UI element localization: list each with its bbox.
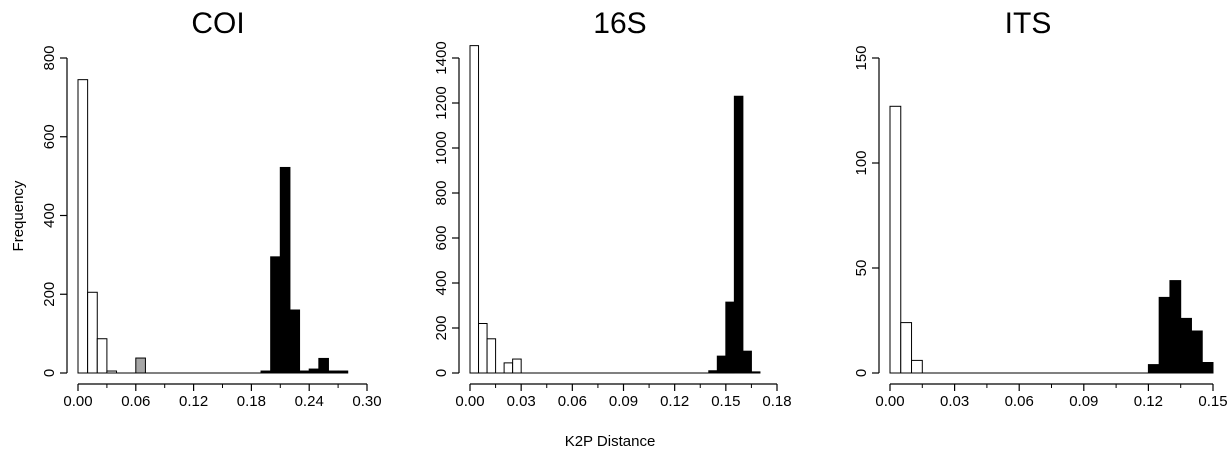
coi-bar-2-20	[270, 256, 281, 374]
16s-y-tick-label-2: 400	[433, 270, 450, 295]
its-x-tick-label-0: 0.00	[875, 393, 904, 410]
coi-bar-0-0	[77, 79, 89, 374]
coi-y-tick-label-4: 800	[41, 45, 58, 70]
16s-x-tick-label-1: 0.03	[507, 393, 536, 410]
coi-x-tick-label-3: 0.18	[237, 393, 266, 410]
coi-bar-2-22	[289, 309, 301, 374]
16s-y-tick-label-7: 1400	[433, 41, 450, 74]
16s-y-tick-label-0: 0	[433, 369, 450, 377]
16s-x-tick-label-5: 0.15	[711, 393, 740, 410]
its-bar-1-26	[1169, 280, 1182, 374]
its-x-tick-label-5: 0.15	[1198, 393, 1227, 410]
its-y-tick-label-2: 100	[853, 150, 870, 175]
16s-y-tick-label-5: 1000	[433, 131, 450, 164]
coi-bar-0-2	[96, 338, 108, 374]
its-x-tick-label-3: 0.09	[1069, 393, 1098, 410]
its-x-tick-label-1: 0.03	[940, 393, 969, 410]
16s-title: 16S	[593, 7, 646, 40]
coi-x-tick-label-4: 0.24	[295, 393, 324, 410]
coi-y-tick-label-1: 200	[41, 282, 58, 307]
its-y-tick-label-1: 50	[853, 260, 870, 277]
its-bar-0-0	[889, 105, 902, 374]
coi-bar-0-1	[87, 291, 98, 374]
coi-x-tick-label-2: 0.12	[179, 393, 208, 410]
its-bar-1-27	[1180, 317, 1192, 374]
16s-bar-1-30	[725, 301, 735, 374]
its-y-tick-label-0: 0	[853, 369, 870, 377]
its-bar-1-25	[1158, 296, 1171, 374]
its-title: ITS	[1005, 7, 1052, 40]
16s-y-tick-label-1: 200	[433, 315, 450, 340]
16s-y-tick-label-4: 800	[433, 180, 450, 205]
16s-y-tick-label-6: 1200	[433, 86, 450, 119]
16s-bar-0-0	[469, 45, 480, 374]
16s-bar-1-29	[716, 355, 727, 374]
coi-y-tick-label-0: 0	[41, 369, 58, 377]
x-axis-label: K2P Distance	[565, 433, 656, 450]
its-bar-0-2	[911, 359, 923, 374]
16s-x-tick-label-4: 0.12	[660, 393, 689, 410]
its-bar-0-1	[900, 322, 913, 374]
coi-x-tick-label-5: 0.30	[352, 393, 381, 410]
coi-bar-2-25	[318, 357, 329, 374]
its-x-tick-label-2: 0.06	[1005, 393, 1034, 410]
coi-bar-1-6	[135, 357, 146, 374]
its-bar-1-28	[1190, 330, 1203, 374]
coi-x-tick-label-0: 0.00	[63, 393, 92, 410]
16s-bar-1-32	[742, 350, 752, 374]
coi-bar-2-24	[308, 368, 320, 374]
its-x-tick-label-4: 0.12	[1134, 393, 1163, 410]
coi-panel: COI 0.00 0.06 0.12 0.18 0.24 0.30 0 200 400 600 800	[41, 7, 382, 410]
16s-bar-0-2	[486, 338, 497, 374]
coi-bar-2-21	[279, 166, 291, 374]
y-axis-label: Frequency	[10, 180, 27, 251]
its-bar-1-24	[1147, 364, 1160, 374]
coi-y-tick-label-2: 400	[41, 203, 58, 228]
coi-title: COI	[191, 7, 244, 40]
16s-bar-1-31	[733, 95, 744, 374]
16s-x-tick-label-6: 0.18	[762, 393, 791, 410]
16s-x-tick-label-0: 0.00	[455, 393, 484, 410]
16s-bar-0-1	[478, 323, 488, 374]
its-panel: ITS 0.00 0.03 0.06 0.09 0.12 0.15 0 50 100 150	[853, 7, 1227, 410]
coi-y-tick-label-3: 600	[41, 124, 58, 149]
its-bar-1-29	[1201, 362, 1214, 374]
16s-x-tick-label-2: 0.06	[558, 393, 587, 410]
16s-bar-0-5	[512, 358, 522, 374]
its-y-tick-label-3: 150	[853, 45, 870, 70]
16s-y-tick-label-3: 600	[433, 225, 450, 250]
16s-panel: 16S 0.00 0.03 0.06 0.09 0.12 0.15 0.18 0 200 400 60…	[433, 7, 792, 410]
coi-x-tick-label-1: 0.06	[121, 393, 150, 410]
16s-bar-0-4	[503, 362, 514, 374]
16s-x-tick-label-3: 0.09	[609, 393, 638, 410]
